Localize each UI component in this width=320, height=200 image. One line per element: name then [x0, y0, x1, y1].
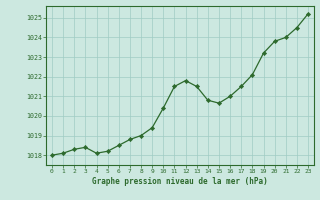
X-axis label: Graphe pression niveau de la mer (hPa): Graphe pression niveau de la mer (hPa) — [92, 177, 268, 186]
